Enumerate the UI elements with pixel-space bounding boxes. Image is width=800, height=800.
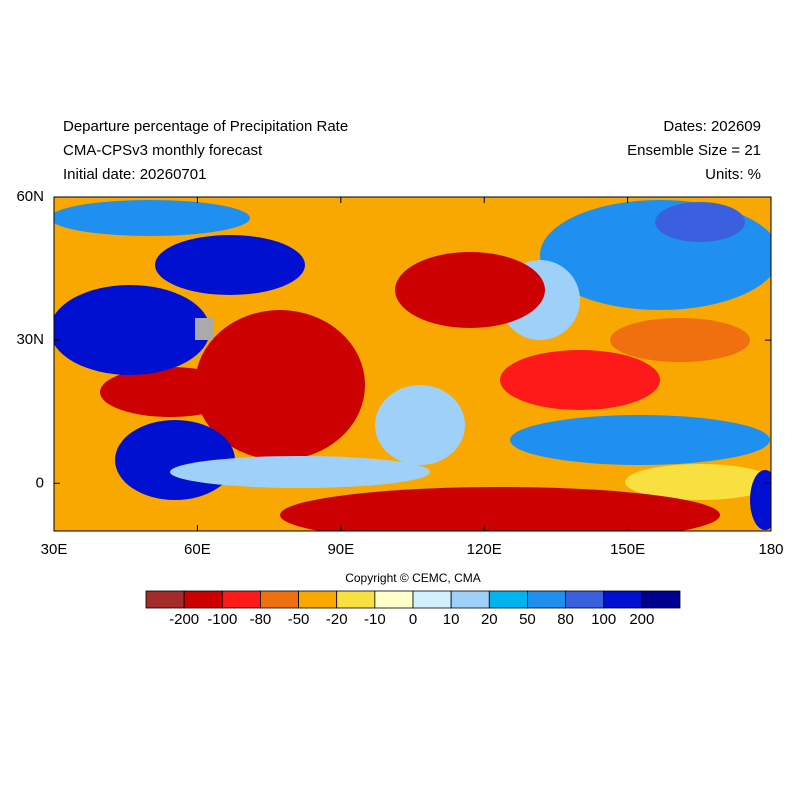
colorbar-box <box>412 590 452 609</box>
colorbar-box <box>641 590 681 609</box>
colorbar-box <box>298 590 338 609</box>
colorbar-label: 80 <box>557 611 574 628</box>
initial-date: Initial date: 20260701 <box>63 166 206 183</box>
copyright: Copyright © CEMC, CMA <box>345 571 481 585</box>
colorbar-label: -100 <box>207 611 237 628</box>
y-tick-label: 30N <box>16 331 44 348</box>
colorbar-label: -80 <box>250 611 272 628</box>
colorbar-label: -10 <box>364 611 386 628</box>
colorbar-box <box>603 590 643 609</box>
colorbar-label: -200 <box>169 611 199 628</box>
units: Units: % <box>705 166 761 183</box>
x-tick-label: 30E <box>41 541 68 558</box>
colorbar-box <box>336 590 376 609</box>
colorbar-box <box>450 590 490 609</box>
x-tick-label: 150E <box>610 541 645 558</box>
colorbar-box <box>488 590 528 609</box>
colorbar-box <box>183 590 223 609</box>
colorbar-label: 0 <box>409 611 417 628</box>
colorbar-box <box>374 590 414 609</box>
colorbar-label: 10 <box>443 611 460 628</box>
dates: Dates: 202609 <box>663 118 761 135</box>
map-frame <box>53 196 772 532</box>
colorbar-label: -50 <box>288 611 310 628</box>
y-tick-label: 0 <box>36 474 44 491</box>
x-tick-label: 60E <box>184 541 211 558</box>
colorbar-label: 200 <box>629 611 654 628</box>
subtitle: CMA-CPSv3 monthly forecast <box>63 142 263 159</box>
x-tick-label: 180 <box>758 541 783 558</box>
ensemble-size: Ensemble Size = 21 <box>627 142 761 159</box>
colorbar-label: 100 <box>591 611 616 628</box>
x-tick-label: 120E <box>467 541 502 558</box>
colorbar-box <box>565 590 605 609</box>
colorbar-box <box>145 590 185 609</box>
colorbar-box <box>527 590 566 609</box>
x-tick-label: 90E <box>327 541 354 558</box>
y-tick-label: 60N <box>16 188 44 205</box>
colorbar-label: -20 <box>326 611 348 628</box>
colorbar-box <box>260 590 299 609</box>
map-field <box>54 197 771 531</box>
colorbar-label: 50 <box>519 611 536 628</box>
title: Departure percentage of Precipitation Ra… <box>63 118 348 135</box>
colorbar-box <box>221 590 261 609</box>
colorbar-label: 20 <box>481 611 498 628</box>
